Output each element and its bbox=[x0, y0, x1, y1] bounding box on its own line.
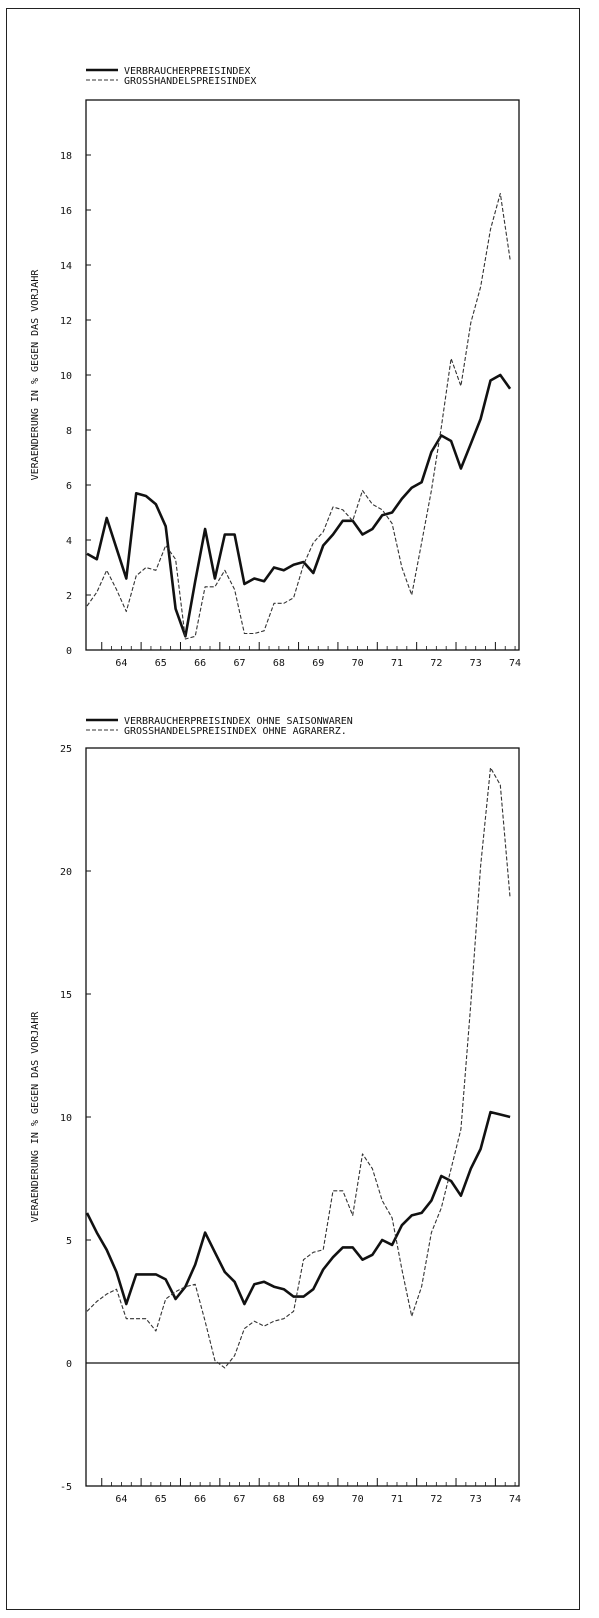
page-frame bbox=[6, 8, 580, 1610]
y-tick-label: 0 bbox=[66, 646, 72, 657]
y-tick-label: 0 bbox=[66, 1359, 72, 1370]
x-tick-label: 70 bbox=[352, 658, 364, 669]
y-tick-label: 14 bbox=[60, 261, 72, 272]
x-tick-label: 66 bbox=[194, 658, 206, 669]
x-tick-label: 67 bbox=[233, 1494, 245, 1505]
y-tick-label: 2 bbox=[66, 591, 72, 602]
y-tick-label: 6 bbox=[66, 481, 72, 492]
y-tick-label: 15 bbox=[60, 990, 72, 1001]
x-tick-label: 68 bbox=[273, 658, 285, 669]
series-line-dashed bbox=[86, 192, 511, 640]
x-tick-label: 69 bbox=[312, 1494, 324, 1505]
legend-label: VERBRAUCHERPREISINDEX bbox=[124, 66, 250, 77]
x-tick-label: 64 bbox=[115, 658, 127, 669]
x-tick-label: 69 bbox=[312, 658, 324, 669]
y-tick-label: -5 bbox=[60, 1482, 72, 1493]
legend-label: GROSSHANDELSPREISINDEX bbox=[124, 76, 256, 87]
y-tick-label: 10 bbox=[60, 371, 72, 382]
x-tick-label: 64 bbox=[115, 1494, 127, 1505]
y-tick-label: 25 bbox=[60, 744, 72, 755]
x-tick-label: 73 bbox=[470, 658, 482, 669]
series-line-solid bbox=[86, 373, 512, 638]
plot-frame bbox=[85, 747, 520, 1487]
x-tick-label: 65 bbox=[155, 1494, 167, 1505]
series-line-dashed bbox=[86, 767, 511, 1369]
x-tick-label: 70 bbox=[352, 1494, 364, 1505]
y-tick-label: 10 bbox=[60, 1113, 72, 1124]
legend-label: GROSSHANDELSPREISINDEX OHNE AGRARERZ. bbox=[124, 726, 347, 737]
x-tick-label: 72 bbox=[430, 658, 442, 669]
y-axis-title: VERAENDERUNG IN % GEGEN DAS VORJAHR bbox=[30, 1011, 41, 1223]
x-tick-label: 68 bbox=[273, 1494, 285, 1505]
chart-bottom: -5 0 5 10 15 20 25 64 65 66 67 68 69 70 71 72 73 74 VERAEN… bbox=[30, 716, 521, 1505]
y-axis-title: VERAENDERUNG IN % GEGEN DAS VORJAHR bbox=[30, 269, 41, 481]
legend-label: VERBRAUCHERPREISINDEX OHNE SAISONWAREN bbox=[124, 716, 353, 727]
y-tick-label: 18 bbox=[60, 151, 72, 162]
x-tick-label: 72 bbox=[430, 1494, 442, 1505]
x-tick-label: 67 bbox=[233, 658, 245, 669]
x-tick-label: 65 bbox=[155, 658, 167, 669]
x-tick-label: 74 bbox=[509, 1494, 521, 1505]
series-line-solid bbox=[85, 1110, 511, 1306]
y-tick-label: 8 bbox=[66, 426, 72, 437]
y-tick-label: 16 bbox=[60, 206, 72, 217]
y-tick-label: 20 bbox=[60, 867, 72, 878]
x-tick-label: 71 bbox=[391, 1494, 403, 1505]
y-tick-label: 12 bbox=[60, 316, 72, 327]
x-tick-label: 66 bbox=[194, 1494, 206, 1505]
x-tick-label: 73 bbox=[470, 1494, 482, 1505]
x-tick-label: 74 bbox=[509, 658, 521, 669]
y-tick-label: 5 bbox=[66, 1236, 72, 1247]
x-tick-label: 71 bbox=[391, 658, 403, 669]
y-tick-label: 4 bbox=[66, 536, 72, 547]
